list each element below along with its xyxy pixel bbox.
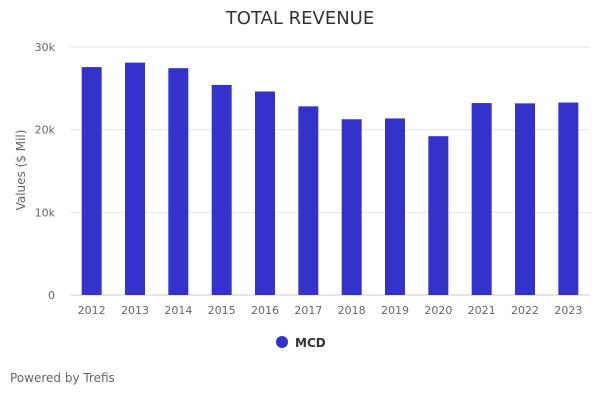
bar-2019[interactable] [385, 118, 405, 295]
bar-2012[interactable] [81, 67, 102, 295]
x-tick-label-2013: 2013 [121, 304, 149, 317]
bar-layer [81, 62, 579, 296]
y-axis-title: Values ($ Mil) [14, 130, 28, 211]
bar-2017[interactable] [298, 106, 319, 295]
bar-2014[interactable] [168, 68, 189, 296]
y-tick-label: 10k [35, 206, 56, 219]
x-tick-label-2021: 2021 [468, 304, 496, 317]
grid-layer [70, 46, 590, 296]
legend-marker-icon[interactable] [276, 336, 288, 348]
legend-label-mcd[interactable]: MCD [295, 336, 326, 350]
bar-2018[interactable] [341, 119, 362, 295]
chart-title: TOTAL REVENUE [225, 8, 374, 29]
y-tick-labels: 0 10k 20k 30k [35, 41, 56, 302]
bar-2016[interactable] [255, 91, 275, 295]
legend[interactable]: MCD [276, 336, 326, 350]
x-tick-label-2017: 2017 [294, 304, 322, 317]
x-tick-labels: 2012 2013 2014 2015 2016 2017 2018 2019 2020 2021… [78, 304, 583, 317]
x-tick-label-2023: 2023 [554, 304, 582, 317]
bar-2023[interactable] [558, 102, 579, 295]
y-tick-label: 30k [35, 41, 56, 54]
x-tick-label-2022: 2022 [511, 304, 539, 317]
x-tick-label-2016: 2016 [251, 304, 279, 317]
x-tick-label-2018: 2018 [338, 304, 366, 317]
powered-by-credit[interactable]: Powered by Trefis [10, 371, 115, 385]
x-tick-label-2014: 2014 [164, 304, 192, 317]
x-tick-label-2015: 2015 [208, 304, 236, 317]
x-tick-label-2012: 2012 [78, 304, 106, 317]
bar-2021[interactable] [471, 103, 492, 295]
y-tick-label: 0 [48, 289, 55, 302]
bar-2022[interactable] [515, 103, 535, 296]
bar-2013[interactable] [125, 62, 145, 296]
y-tick-label: 20k [35, 124, 56, 137]
x-tick-label-2019: 2019 [381, 304, 409, 317]
x-tick-label-2020: 2020 [424, 304, 452, 317]
bar-2020[interactable] [428, 136, 449, 295]
bar-2015[interactable] [211, 84, 232, 295]
